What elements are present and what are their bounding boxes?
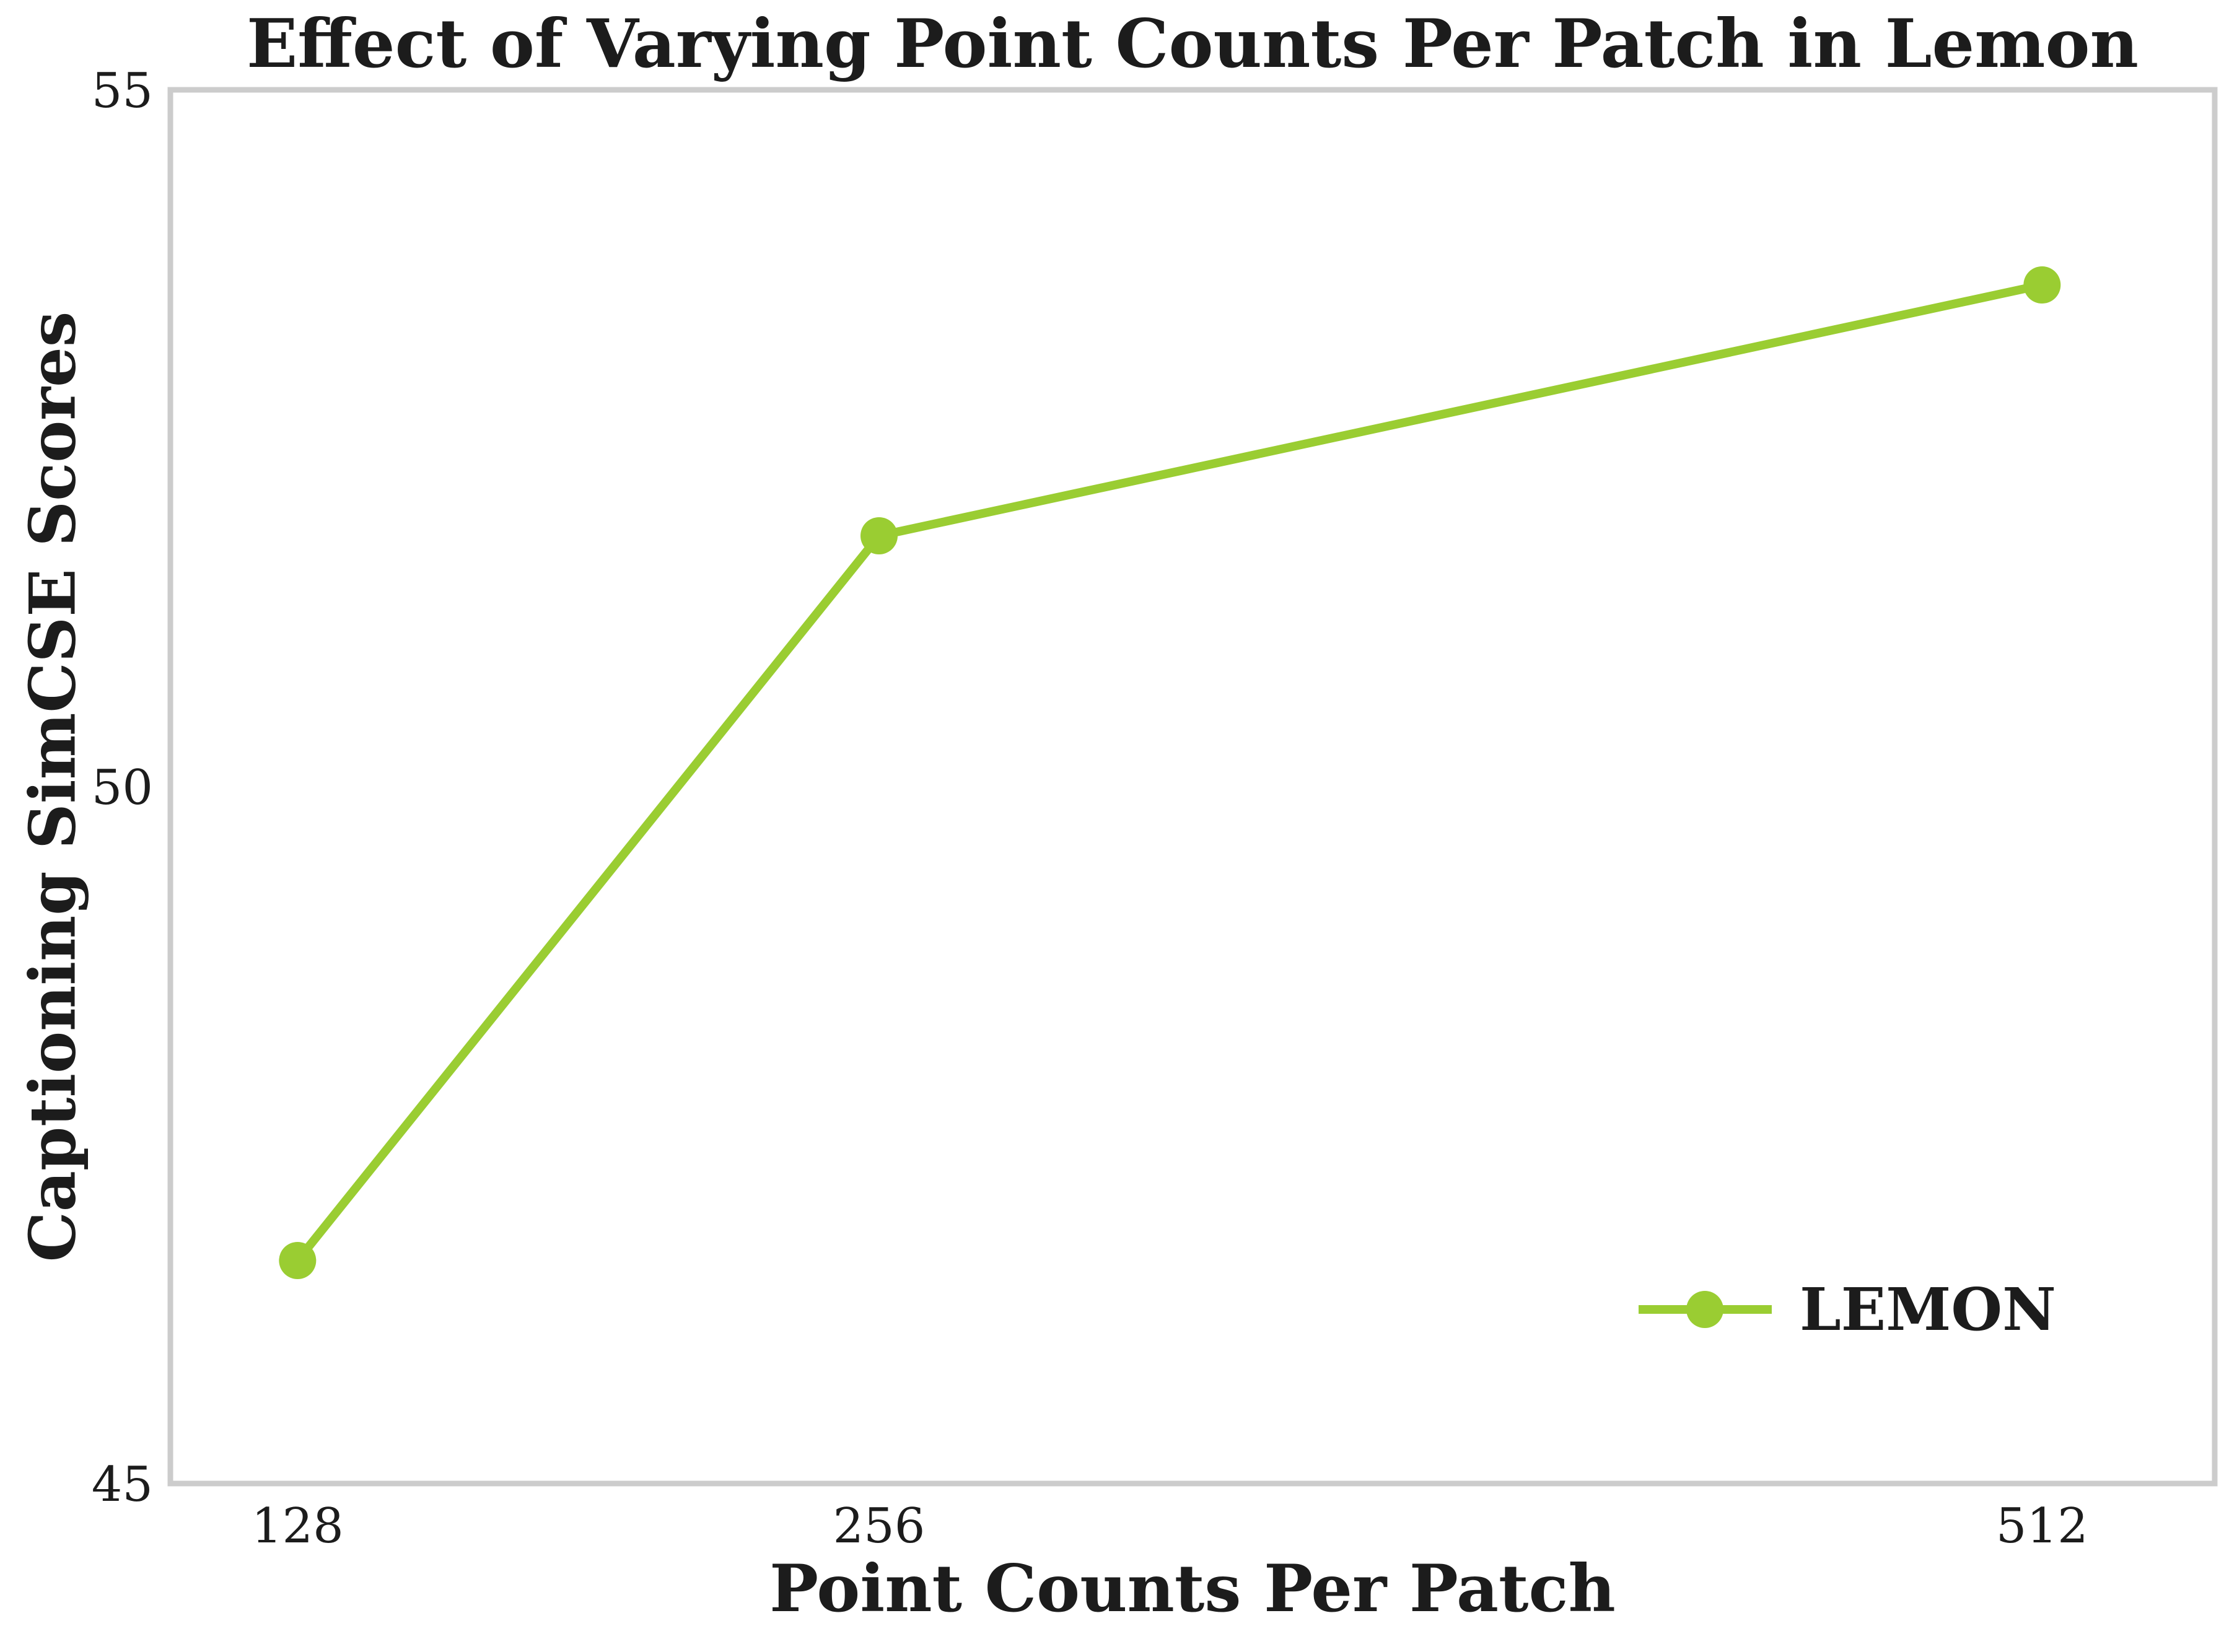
- legend-label: LEMON: [1800, 1275, 2056, 1344]
- x-tick-label: 256: [833, 1498, 926, 1554]
- data-point-marker: [279, 1242, 317, 1279]
- legend: LEMON: [1639, 1275, 2056, 1344]
- legend-line-marker-icon: [1639, 1291, 1772, 1328]
- y-tick-label: 55: [92, 63, 153, 119]
- x-tick-label: 512: [1996, 1498, 2088, 1554]
- x-tick-label: 128: [252, 1498, 344, 1554]
- chart-title: Effect of Varying Point Counts Per Patch…: [246, 5, 2139, 83]
- y-tick-label: 50: [92, 760, 153, 816]
- data-point-marker: [860, 517, 898, 554]
- y-tick-label: 45: [92, 1457, 153, 1513]
- legend-marker-icon: [1686, 1291, 1723, 1328]
- x-axis-label: Point Counts Per Patch: [769, 1550, 1616, 1627]
- series-line-lemon: [293, 281, 2047, 1265]
- axes-spines: [167, 87, 2218, 1487]
- y-axis-label: Captioning SimCSE Scores: [15, 311, 90, 1262]
- data-point-marker: [2023, 266, 2061, 304]
- y-axis-label-wrap: Captioning SimCSE Scores: [0, 90, 105, 1484]
